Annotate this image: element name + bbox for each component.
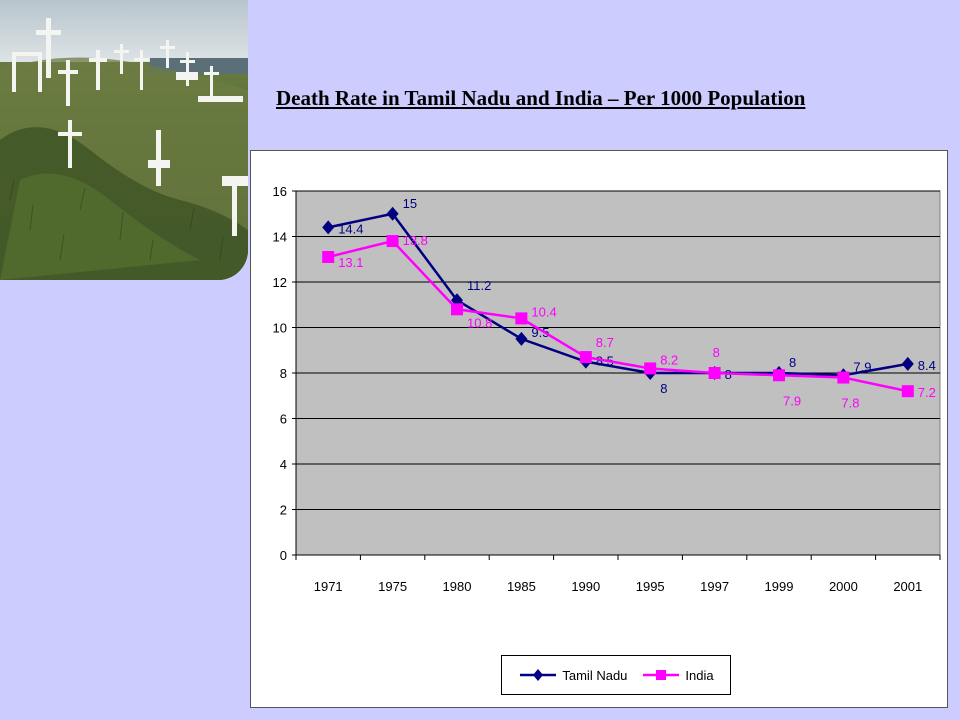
data-label: 11.2 [467, 278, 491, 293]
x-tick-label: 1997 [700, 579, 729, 594]
data-label: 15 [403, 196, 417, 211]
x-tick-label: 2001 [893, 579, 922, 594]
line-chart: 0 2 4 6 8 10 12 14 16 1971 1975 1980 1985 1990 1995 199… [273, 184, 941, 594]
square-marker-icon [643, 670, 680, 680]
y-tick-label: 6 [280, 412, 287, 427]
x-tick-label: 1990 [571, 579, 600, 594]
data-point [451, 303, 463, 316]
data-point [322, 250, 335, 263]
y-tick-label: 12 [273, 275, 287, 290]
x-tick-label: 2000 [829, 579, 858, 594]
data-point [515, 312, 528, 325]
data-label: 7.9 [783, 393, 801, 408]
cemetery-photo [0, 0, 248, 280]
x-tick-label: 1999 [765, 579, 794, 594]
data-label: 8 [660, 381, 667, 396]
data-point [837, 371, 850, 384]
data-label: 10.4 [531, 304, 556, 319]
data-label: 7.2 [918, 385, 936, 400]
data-point [901, 356, 914, 371]
data-point [901, 385, 914, 398]
data-label: 8.4 [918, 358, 936, 373]
data-point [708, 367, 721, 379]
x-tick-label: 1980 [443, 579, 472, 594]
data-label: 8.7 [596, 335, 614, 350]
x-tick-label: 1985 [507, 579, 536, 594]
y-tick-label: 0 [280, 548, 287, 563]
y-tick-label: 10 [273, 321, 287, 336]
data-label: 7.9 [853, 359, 871, 374]
chart-area: 0 2 4 6 8 10 12 14 16 1971 1975 1980 1985 1990 1995 199… [250, 150, 948, 708]
diamond-marker-icon [520, 669, 557, 681]
data-point [644, 362, 657, 375]
data-label: 8.2 [660, 352, 678, 367]
data-label: 8 [789, 355, 796, 370]
data-label: 10.8 [467, 315, 492, 330]
legend: Tamil Nadu India [501, 655, 731, 695]
y-tick-label: 8 [280, 366, 287, 381]
data-point [515, 331, 528, 346]
data-point [322, 220, 335, 235]
data-label: 13.1 [338, 255, 363, 270]
legend-label: Tamil Nadu [562, 667, 628, 683]
data-label: 9.5 [531, 325, 549, 340]
y-tick-label: 16 [273, 184, 287, 199]
legend-label: India [685, 667, 714, 683]
data-point [386, 235, 399, 248]
data-point [579, 351, 592, 364]
y-tick-label: 4 [280, 457, 287, 472]
data-label: 8 [713, 345, 720, 360]
series-line-0 [327, 212, 909, 377]
legend-item: Tamil Nadu [518, 668, 627, 683]
legend-item: India [641, 667, 714, 683]
data-label: 7.8 [841, 396, 859, 411]
x-tick-label: 1995 [636, 579, 665, 594]
series-line-1 [327, 239, 909, 393]
page-title: Death Rate in Tamil Nadu and India – Per… [276, 86, 806, 110]
x-tick-label: 1975 [378, 579, 407, 594]
data-label: 14.4 [338, 221, 363, 236]
y-tick-label: 14 [273, 230, 287, 245]
data-label: 13.8 [403, 233, 428, 248]
x-tick-label: 1971 [314, 579, 343, 594]
y-tick-label: 2 [280, 503, 287, 518]
data-point [386, 206, 399, 221]
data-point [773, 369, 785, 382]
data-point [451, 293, 463, 308]
